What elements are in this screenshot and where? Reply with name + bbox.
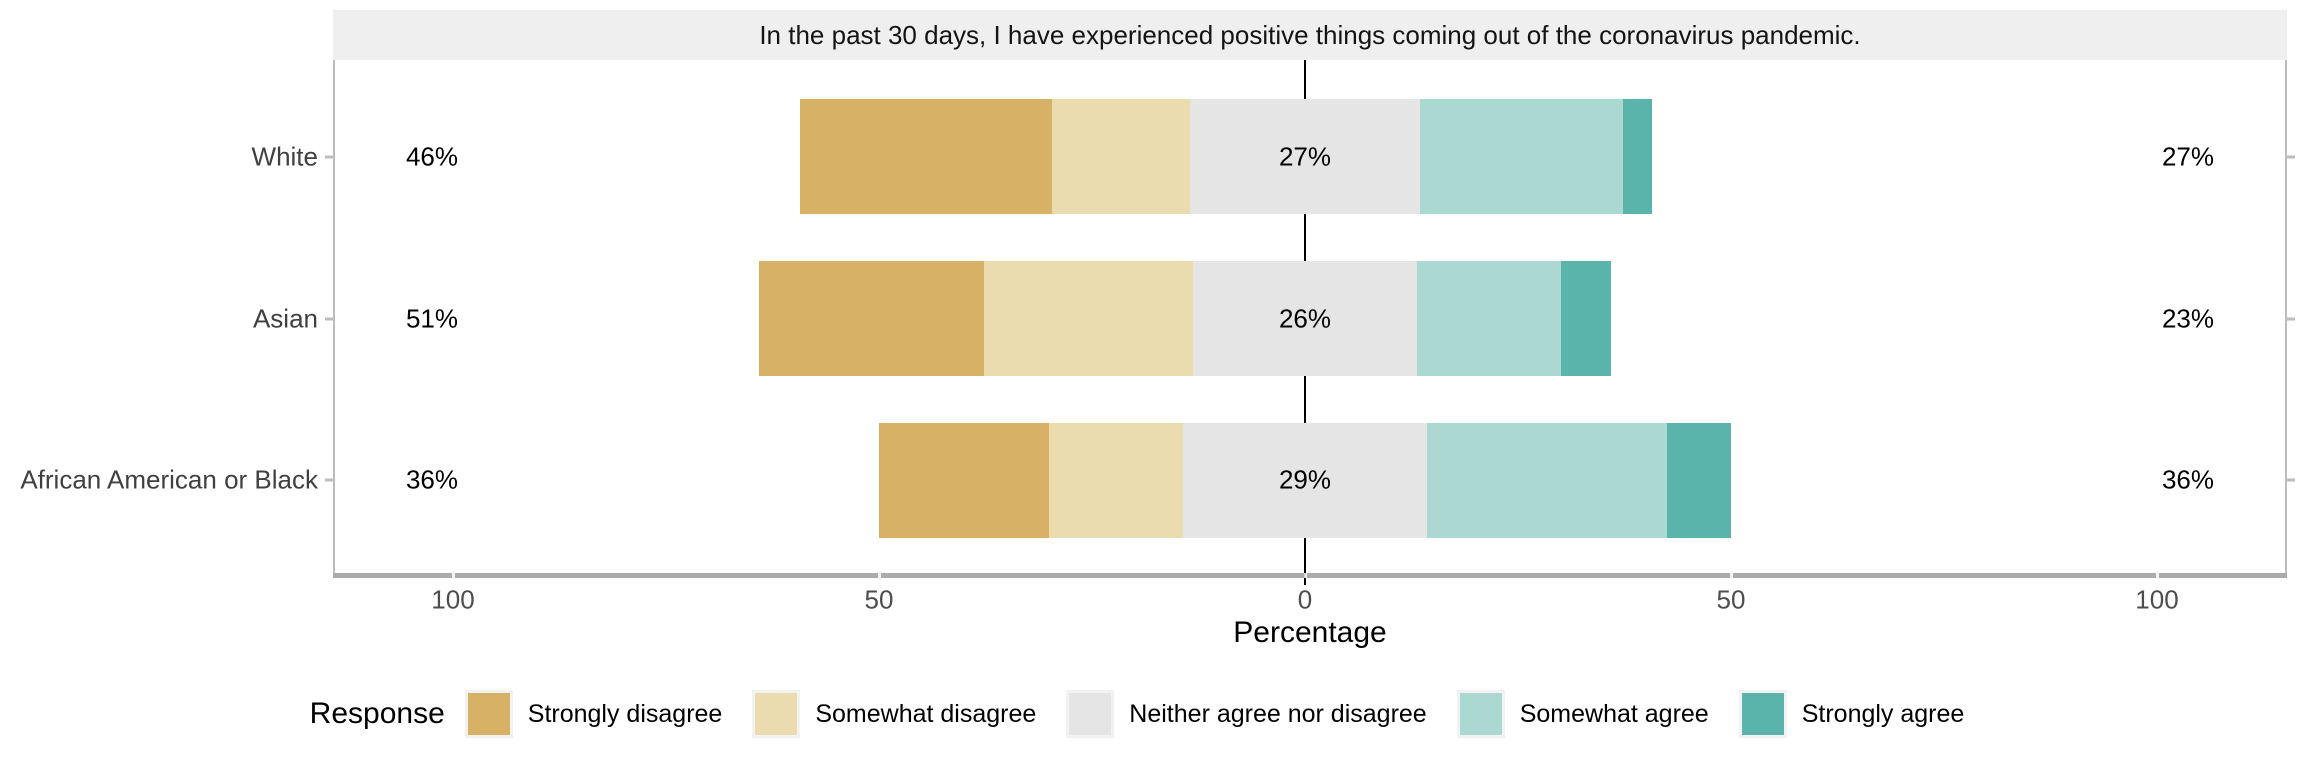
category-label: African American or Black [20,464,318,495]
category-label: White [251,141,318,172]
left-total-label: 51% [405,303,459,333]
bar-segment-somewhat-agree [1420,99,1624,215]
neutral-label: 29% [1278,464,1332,495]
legend: Response Strongly disagree Somewhat disag… [0,686,2304,742]
panel-border-right [2285,60,2287,577]
legend-key [752,690,801,738]
legend-item: Somewhat disagree [752,690,1066,738]
legend-key [464,690,513,738]
x-tick-label: 50 [1716,584,1746,615]
left-total-label: 46% [405,141,459,172]
neutral-label: 26% [1278,303,1332,333]
x-axis-tick [2156,573,2159,578]
bar-segment-somewhat-disagree [983,261,1194,376]
legend-key [1738,690,1787,738]
legend-item: Somewhat agree [1456,690,1739,738]
y-axis-tick-right [2287,155,2295,159]
y-axis-tick-left [325,155,333,159]
legend-title: Response [309,697,445,730]
bar-segment-somewhat-agree [1416,261,1561,376]
bar-segment-neither [1193,261,1417,376]
bar-segment-neither [1182,422,1428,538]
bar-segment-strongly-agree [1560,261,1611,376]
bar-segment-strongly-agree [1623,99,1653,215]
bar-segment-somewhat-disagree [1048,422,1183,538]
legend-swatch-icon [1741,693,1784,735]
bar-segment-somewhat-agree [1427,422,1667,538]
legend-item: Neither agree nor disagree [1066,690,1456,738]
right-total-label: 27% [2161,141,2215,172]
x-tick-label: 100 [431,584,475,615]
category-label: Asian [252,303,318,333]
x-axis-tick [878,573,881,578]
legend-label: Strongly disagree [527,699,723,728]
legend-label: Somewhat disagree [815,699,1037,728]
legend-label: Strongly agree [1801,699,1965,728]
legend-key [1456,690,1505,738]
legend-item: Strongly disagree [464,690,753,738]
x-axis-title: Percentage [1233,616,1387,649]
chart-title: In the past 30 days, I have experienced … [759,19,1861,50]
bar-segment-strongly-disagree [878,422,1049,538]
bar-segment-strongly-disagree [800,99,1052,215]
x-axis-tick [1304,573,1307,578]
right-total-label: 23% [2161,303,2215,333]
x-tick-label: 50 [864,584,894,615]
bar-row [800,99,1653,215]
bar-segment-somewhat-disagree [1051,99,1190,215]
legend-swatch-icon [467,693,510,735]
y-axis-tick-right [2287,478,2295,482]
left-total-label: 36% [405,464,459,495]
y-axis-tick-left [325,317,333,320]
legend-label: Neither agree nor disagree [1129,699,1427,728]
bar-segment-strongly-disagree [758,261,984,376]
legend-swatch-icon [1459,693,1502,735]
legend-items: Strongly disagree Somewhat disagree Neithe… [464,690,1995,738]
legend-key [1066,690,1115,738]
y-axis-tick-right [2287,317,2295,320]
x-tick-label: 100 [2135,584,2179,615]
x-axis-tick [452,573,455,578]
legend-label: Somewhat agree [1519,699,1709,728]
x-axis-line [333,573,2287,578]
y-axis-tick-left [325,478,333,482]
legend-swatch-icon [755,693,798,735]
legend-swatch-icon [1069,693,1112,735]
legend-item: Strongly agree [1738,690,1995,738]
bar-segment-strongly-agree [1666,422,1731,538]
panel-border-left [333,60,335,577]
facet-strip: In the past 30 days, I have experienced … [333,10,2287,60]
bar-row [758,261,1611,376]
x-tick-label: 0 [1297,584,1313,615]
bar-row [878,422,1731,538]
bar-segment-neither [1189,99,1421,215]
x-axis-tick [1730,573,1733,578]
right-total-label: 36% [2161,464,2215,495]
neutral-label: 27% [1278,141,1332,172]
